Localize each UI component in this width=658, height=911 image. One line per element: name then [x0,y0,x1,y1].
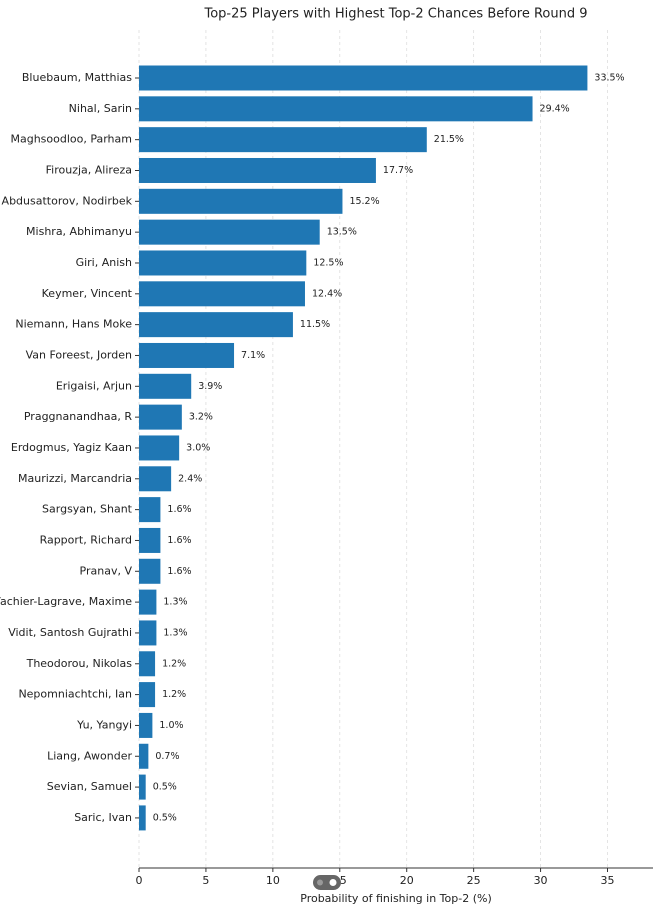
value-label: 13.5% [327,227,357,238]
value-label: 12.5% [313,257,343,268]
bar [139,312,293,338]
value-label: 1.0% [159,720,183,731]
y-tick-label: Erdogmus, Yagiz Kaan [11,441,132,454]
value-label: 15.2% [349,196,379,207]
value-label: 21.5% [434,134,464,145]
value-label: 0.7% [155,751,179,762]
y-tick-label: Giri, Anish [76,256,132,269]
y-tick-label: Erigaisi, Arjun [56,379,132,392]
y-tick-label: Sargsyan, Shant [42,503,133,516]
value-label: 0.5% [153,782,177,793]
value-label: 11.5% [300,319,330,330]
bar [139,774,146,800]
bar [139,682,156,708]
y-tick-label: Abdusattorov, Nodirbek [2,194,133,207]
x-tick-label: 30 [534,874,548,887]
bar [139,219,320,245]
y-tick-label: Van Foreest, Jorden [26,348,132,361]
bar [139,96,533,122]
x-tick-label: 5 [202,874,209,887]
bar [139,558,161,584]
y-tick-label: Praggnanandhaa, R [24,410,132,423]
x-tick-label: 20 [400,874,414,887]
bar [139,589,157,615]
y-tick-label: Pranav, V [80,564,133,577]
bar [139,65,588,91]
bar [139,651,156,677]
value-label: 17.7% [383,165,413,176]
bar [139,805,146,831]
value-label: 1.2% [162,658,186,669]
y-tick-label: Niemann, Hans Moke [15,318,132,331]
y-tick-label: Nihal, Sarin [69,102,132,115]
y-tick-label: Nepomniachtchi, Ian [18,688,132,701]
value-label: 1.3% [163,597,187,608]
x-tick-label: 10 [266,874,280,887]
y-tick-label: Vachier-Lagrave, Maxime [0,595,132,608]
bar [139,281,305,307]
y-tick-label: Theodorou, Nikolas [26,657,133,670]
bar [139,127,427,153]
toggle-dot [317,879,323,886]
value-label: 3.9% [198,381,222,392]
toggle[interactable] [313,875,341,890]
value-label: 3.2% [189,412,213,423]
x-tick-label: 25 [467,874,481,887]
x-axis-label: Probability of finishing in Top-2 (%) [300,892,492,905]
x-tick-label: 35 [600,874,614,887]
value-label: 0.5% [153,812,177,823]
bar [139,527,161,553]
value-label: 29.4% [540,103,570,114]
y-tick-label: Vidit, Santosh Gujrathi [8,626,132,639]
y-tick-label: Firouzja, Alireza [46,163,132,176]
bar [139,466,172,492]
y-tick-label: Yu, Yangyi [76,718,132,731]
y-tick-label: Sevian, Samuel [47,780,132,793]
value-label: 33.5% [594,73,624,84]
value-label: 1.6% [167,535,191,546]
toggle-knob [329,879,337,886]
bar [139,743,149,769]
value-label: 3.0% [186,442,210,453]
y-tick-label: Saric, Ivan [74,811,132,824]
x-tick-label: 0 [136,874,143,887]
bar [139,157,376,183]
value-label: 1.6% [167,566,191,577]
bar [139,373,192,399]
value-label: 7.1% [241,350,265,361]
bar [139,712,153,738]
value-label: 1.3% [163,627,187,638]
y-tick-label: Maghsoodloo, Parham [10,133,132,146]
y-tick-label: Rapport, Richard [40,533,132,546]
y-tick-label: Keymer, Vincent [42,287,133,300]
y-tick-label: Bluebaum, Matthias [22,71,132,84]
bar [139,188,343,214]
y-tick-label: Maurizzi, Marcandria [18,472,132,485]
toggle-track[interactable] [313,875,341,890]
bar [139,342,235,368]
bar [139,250,307,276]
value-label: 1.6% [167,504,191,515]
bar [139,620,157,646]
value-label: 12.4% [312,288,342,299]
value-label: 1.2% [162,689,186,700]
y-tick-label: Liang, Awonder [47,749,132,762]
value-label: 2.4% [178,473,202,484]
y-tick-label: Mishra, Abhimanyu [26,225,132,238]
bar [139,497,161,523]
bar [139,435,180,461]
bar [139,404,182,430]
chart-title: Top-25 Players with Highest Top-2 Chance… [203,7,587,22]
